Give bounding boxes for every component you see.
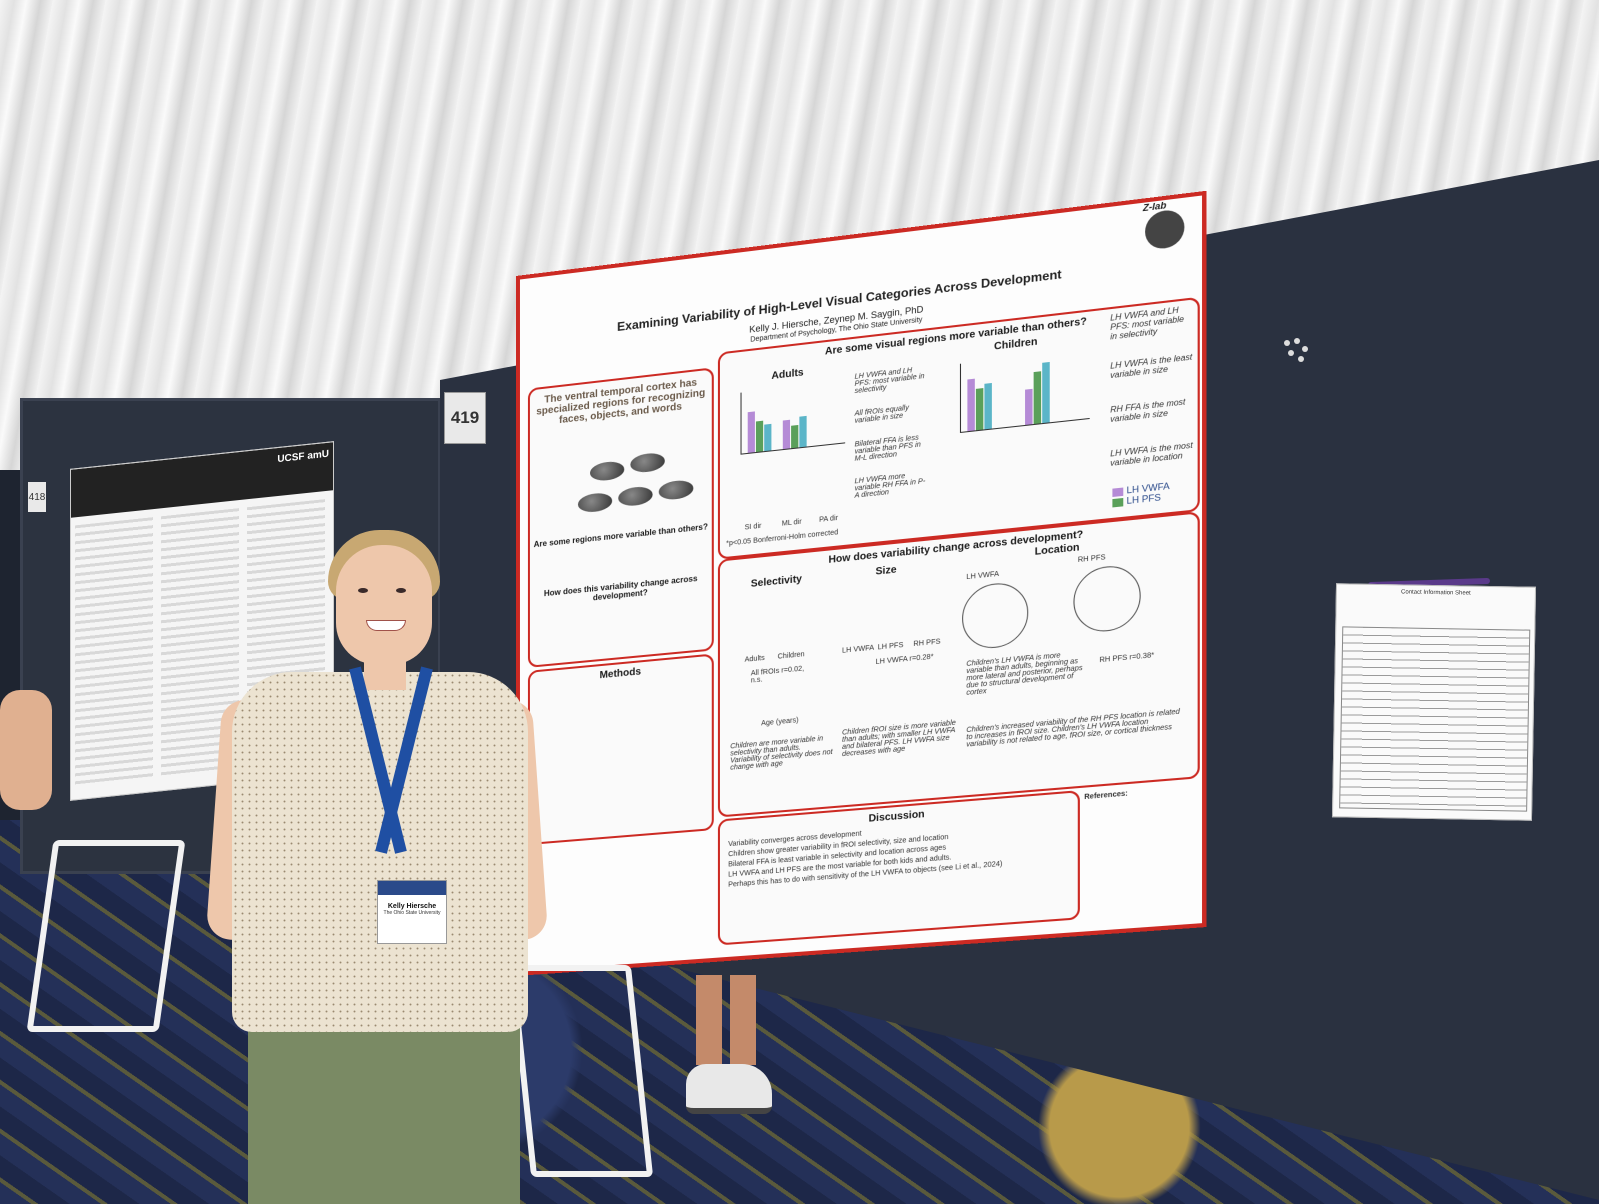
adults-bar-chart [741, 381, 846, 455]
brain-image [578, 492, 612, 514]
chart-bar [764, 424, 771, 451]
dev-finding: Children fROI size is more variable than… [842, 719, 958, 758]
pushpin [1294, 338, 1300, 344]
size-label: Size [876, 564, 897, 577]
stat-label: LH VWFA r=0.28* [876, 653, 939, 666]
pushpins [1280, 336, 1320, 366]
sneaker [686, 1064, 772, 1114]
intro-section: The ventral temporal cortex has speciali… [528, 367, 714, 668]
chart-bar [1034, 371, 1042, 424]
children-finding: RH FFA is the most variable in size [1110, 396, 1193, 424]
chart-bar [783, 420, 790, 449]
neighbor-poster-institutions: UCSF amU [277, 449, 329, 465]
adults-finding: LH VWFA and LH PFS: most variable in sel… [855, 365, 929, 395]
children-label: Children [994, 336, 1037, 352]
chart-bar [748, 411, 755, 452]
discussion-section: Discussion Variability converges across … [718, 790, 1080, 945]
research-poster: Examining Variability of High-Level Visu… [516, 276, 1176, 976]
badge-affiliation: The Ohio State University [378, 910, 446, 916]
children-bar-chart [960, 349, 1090, 433]
chart-bar [799, 416, 806, 447]
dev-finding: Children are more variable in selectivit… [730, 734, 833, 771]
dev-finding: Children's increased variability of the … [966, 708, 1182, 748]
color-legend: LH VWFA LH PFS [1112, 481, 1169, 508]
pushpin [1284, 340, 1290, 346]
group-label: Adults [745, 655, 765, 664]
presenter-face [336, 545, 432, 665]
intro-question: Are some regions more variable than othe… [530, 522, 712, 550]
pushpin [1288, 350, 1294, 356]
corrected-note: *p<0.05 Bonferroni-Holm corrected [726, 529, 838, 548]
axis-label: ML dir [782, 519, 802, 528]
roi-label: RH PFS [913, 638, 940, 648]
selectivity-label: Selectivity [751, 574, 802, 590]
brain-image [590, 460, 624, 482]
axis-label: PA dir [819, 515, 838, 524]
brain-image [618, 485, 652, 507]
badge-name: Kelly Hiersche [378, 903, 446, 910]
pushpin [1302, 346, 1308, 352]
location-scatter-plot [962, 580, 1028, 650]
adults-label: Adults [771, 367, 803, 382]
age-axis-label: Age (years) [761, 717, 798, 727]
adults-finding: All fROIs equally variable in size [855, 402, 929, 424]
poster-sheet: Examining Variability of High-Level Visu… [516, 191, 1206, 976]
board-number-sign: 419 [444, 392, 486, 444]
intro-question-2: How does this variability change across … [530, 572, 712, 608]
development-section: How does variability change across devel… [718, 511, 1200, 817]
references-label: References: [1084, 790, 1127, 801]
chart-bar [756, 421, 763, 452]
chart-bar [984, 383, 991, 429]
lab-logo [1145, 208, 1184, 251]
bystander-arm [0, 690, 52, 810]
presenter-eye [358, 588, 368, 593]
neighbor-poster-column [75, 517, 153, 785]
axis-label: SI dir [745, 523, 762, 532]
name-badge: Kelly Hiersche The Ohio State University [377, 880, 447, 944]
board-number-sign: 418 [28, 482, 46, 512]
roi-label: LH PFS [878, 642, 904, 652]
location-roi-label: LH VWFA [966, 571, 999, 581]
contact-information-sheet: Contact Information Sheet [1332, 583, 1536, 820]
location-scatter-plot [1073, 563, 1140, 634]
chart-bar [1042, 362, 1050, 423]
badge-header [378, 881, 446, 895]
adults-finding: LH VWFA more variable RH FFA in P-A dire… [855, 470, 929, 499]
children-finding: LH VWFA is the least variable in size [1110, 352, 1193, 380]
adults-finding: Bilateral FFA is less variable than PFS … [855, 433, 929, 463]
lanyard [349, 668, 433, 886]
methods-section: Methods [528, 653, 714, 845]
children-finding: LH VWFA is the most variable in location [1110, 440, 1193, 468]
pushpin [1298, 356, 1304, 362]
roi-label: LH VWFA [842, 645, 874, 655]
chart-bar [791, 425, 798, 448]
folding-chair [509, 965, 653, 1177]
presenter-smile [366, 620, 406, 631]
presenter-eye [396, 588, 406, 593]
brain-image [630, 452, 664, 474]
brain-image [659, 479, 694, 501]
contact-sheet-title: Contact Information Sheet [1337, 588, 1535, 597]
intro-heading: The ventral temporal cortex has speciali… [530, 370, 712, 430]
chart-bar [967, 379, 974, 432]
group-label: Children [778, 651, 805, 661]
stat-label: RH PFS r=0.38* [1099, 651, 1164, 664]
folding-chair [27, 840, 186, 1032]
contact-sheet-lines [1339, 626, 1530, 811]
chart-bar [1025, 389, 1033, 425]
chart-bar [976, 388, 983, 430]
stat-label: All fROIs r=0.02, n.s. [751, 665, 813, 685]
dev-finding: Children's LH VWFA is more variable than… [966, 650, 1084, 697]
location-roi-label: RH PFS [1078, 554, 1106, 564]
